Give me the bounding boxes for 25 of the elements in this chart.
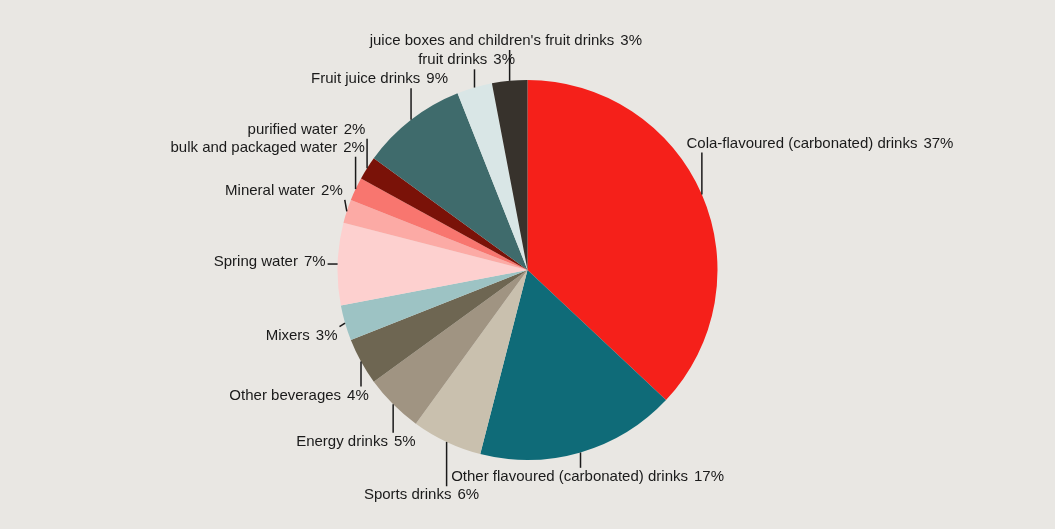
data-label: 3% xyxy=(620,31,643,49)
data-label: 2% xyxy=(343,119,366,137)
data-label: 37% xyxy=(923,133,954,151)
data-label: 9% xyxy=(426,69,448,87)
slice-label: Sports drinks xyxy=(363,485,452,503)
data-label: 5% xyxy=(393,431,416,449)
slice-label: Fruit juice drinks xyxy=(311,69,421,87)
slice-label: bulk and packaged water xyxy=(170,137,338,155)
slice-label: fruit drinks xyxy=(418,50,488,68)
slice-label: Cola-flavoured (carbonated) drinks xyxy=(686,133,918,151)
slice-label: juice boxes and children's fruit drinks xyxy=(368,31,615,49)
data-label: 2% xyxy=(321,180,343,198)
data-label: 2% xyxy=(343,137,365,155)
slice-label: Mineral water xyxy=(225,180,316,198)
slice-label: Mixers xyxy=(265,325,310,343)
slice-label: purified water xyxy=(247,119,338,137)
data-label: 3% xyxy=(315,325,338,343)
data-label: 7% xyxy=(303,252,326,270)
data-label: 4% xyxy=(347,385,369,403)
data-label: 6% xyxy=(457,485,480,503)
data-label: 17% xyxy=(693,466,724,484)
slice-label: Energy drinks xyxy=(296,431,388,449)
slice-label: Other flavoured (carbonated) drinks xyxy=(451,466,688,484)
slice-label: Spring water xyxy=(213,252,298,270)
slice-label: Other beverages xyxy=(229,385,342,403)
